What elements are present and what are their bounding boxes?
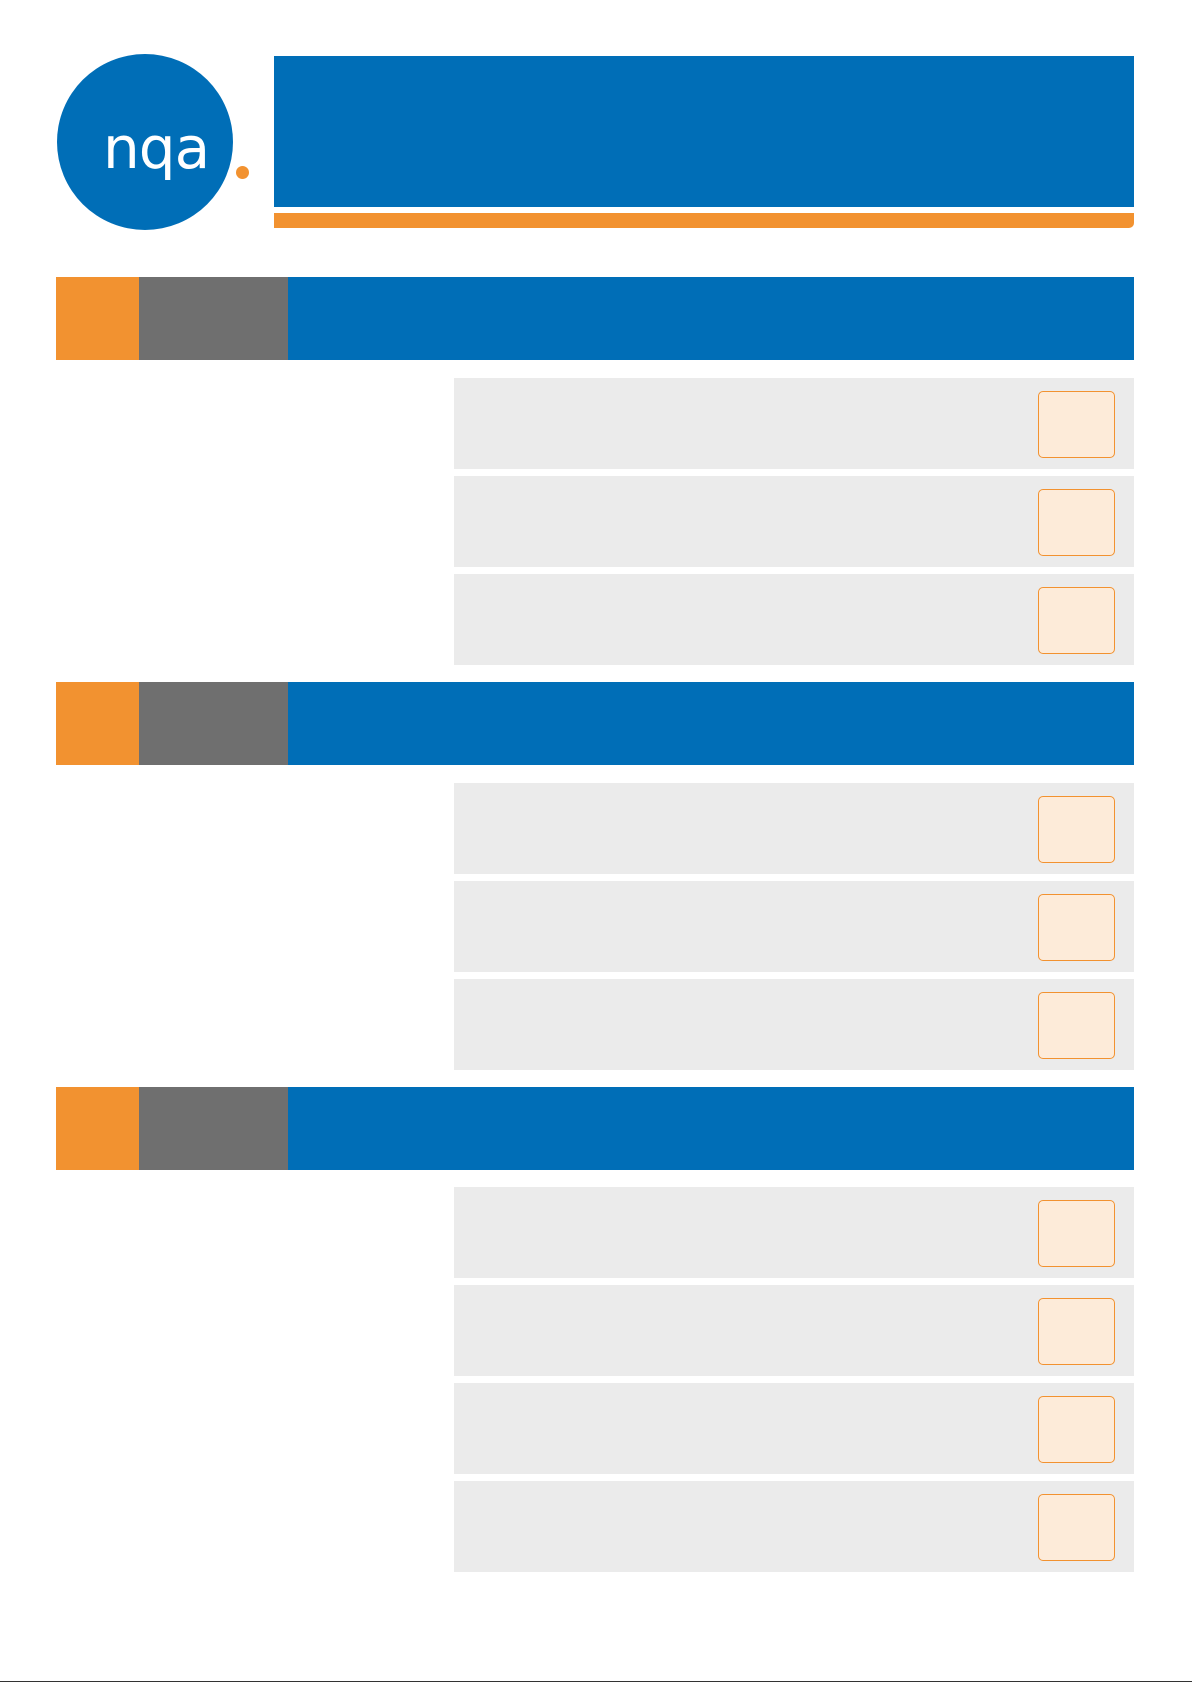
section-marker — [56, 682, 139, 765]
section-marker — [56, 1087, 139, 1170]
checkbox[interactable] — [1038, 1298, 1115, 1365]
form-row — [454, 476, 1134, 567]
header-stripe — [274, 213, 1134, 228]
form-row — [454, 1285, 1134, 1376]
form-row — [454, 1187, 1134, 1278]
form-row — [454, 881, 1134, 972]
section-header — [288, 682, 1134, 765]
form-row — [454, 574, 1134, 665]
section-header — [288, 1087, 1134, 1170]
section-marker — [56, 277, 139, 360]
checkbox[interactable] — [1038, 894, 1115, 961]
form-row — [454, 783, 1134, 874]
checkbox[interactable] — [1038, 1494, 1115, 1561]
section-header — [288, 277, 1134, 360]
section-number — [139, 1087, 288, 1170]
checkbox[interactable] — [1038, 1396, 1115, 1463]
logo — [57, 54, 233, 230]
checkbox[interactable] — [1038, 391, 1115, 458]
logo-text: nqa — [103, 114, 210, 182]
logo-dot — [236, 166, 249, 179]
form-row — [454, 979, 1134, 1070]
form-row — [454, 1383, 1134, 1474]
footer-line — [0, 1681, 1192, 1682]
checkbox[interactable] — [1038, 992, 1115, 1059]
checkbox[interactable] — [1038, 796, 1115, 863]
checkbox[interactable] — [1038, 1200, 1115, 1267]
section-number — [139, 682, 288, 765]
header-bar — [274, 56, 1134, 207]
section-number — [139, 277, 288, 360]
checkbox[interactable] — [1038, 587, 1115, 654]
form-row — [454, 378, 1134, 469]
form-row — [454, 1481, 1134, 1572]
checkbox[interactable] — [1038, 489, 1115, 556]
